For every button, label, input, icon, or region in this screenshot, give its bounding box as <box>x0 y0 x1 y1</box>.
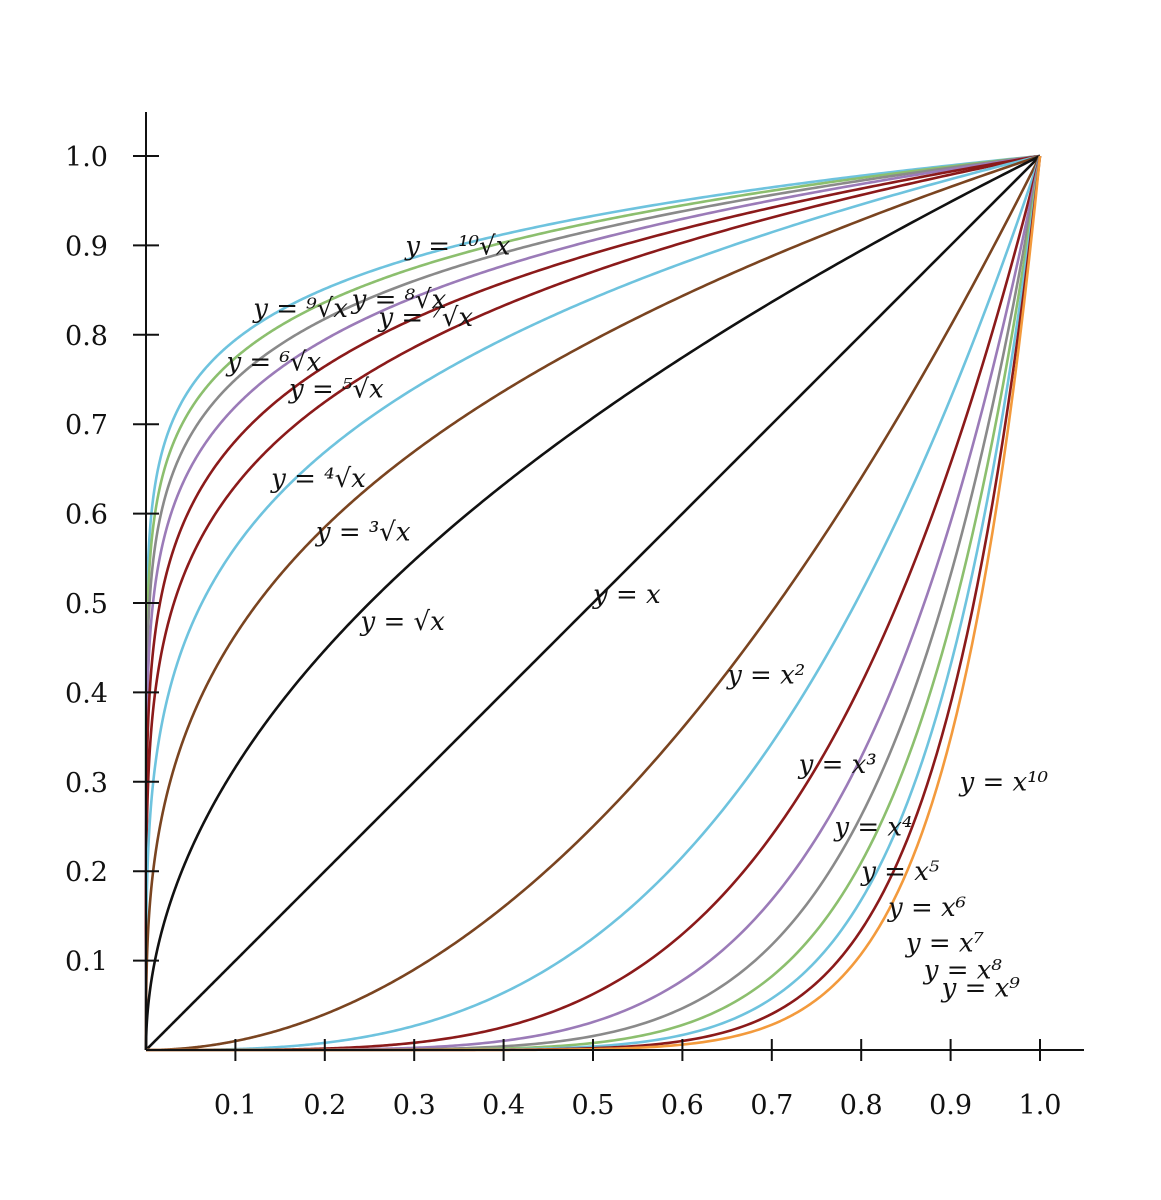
curve-label-root9: y = ⁹√x <box>252 294 348 324</box>
x-tick-label: 0.2 <box>303 1090 346 1121</box>
x-tick-label: 0.4 <box>482 1090 525 1121</box>
curve-label-pow9: y = x⁹ <box>941 973 1021 1003</box>
curve-label-pow5: y = x⁵ <box>860 857 940 887</box>
curve-root10 <box>144 154 1041 1050</box>
curve-label-pow8: y = x⁸ <box>923 955 1003 985</box>
y-tick-label: 0.9 <box>65 231 108 262</box>
x-tick-label: 0.9 <box>929 1090 972 1121</box>
y-tick-label: 0.4 <box>65 678 108 709</box>
y-tick-label: 0.6 <box>65 500 108 531</box>
x-tick-label: 1.0 <box>1019 1090 1062 1121</box>
tick-layer: 0.1 0.2 0.3 0.4 0.5 0.6 0.7 0.8 0.9 1.0 0.1 0.2 0.3 0… <box>65 142 1061 1121</box>
x-tick-label: 0.8 <box>840 1090 883 1121</box>
curve-label-root2: y = √x <box>360 607 446 637</box>
x-tick-label: 0.5 <box>572 1090 615 1121</box>
curve-label-pow4: y = x⁴ <box>833 812 912 842</box>
x-tick-label: 0.3 <box>393 1090 436 1121</box>
curve-label-pow3: y = x³ <box>798 750 877 780</box>
x-tick-label: 0.6 <box>661 1090 704 1121</box>
curve-label-pow10: y = x¹⁰ <box>959 768 1049 798</box>
curve-label-root6: y = ⁶√x <box>225 348 321 378</box>
curve-label-root3: y = ³√x <box>315 517 411 547</box>
curve-root6 <box>144 154 1041 1050</box>
y-tick-label: 0.3 <box>65 768 108 799</box>
y-tick-label: 0.8 <box>65 321 108 352</box>
curve-label-root8: y = ⁸√x <box>351 285 447 315</box>
y-tick-label: 0.2 <box>65 857 108 888</box>
curve-root8 <box>144 154 1041 1050</box>
axes <box>145 112 1084 1051</box>
curve-label-pow2: y = x² <box>726 660 805 690</box>
curve-label-linear: y = x <box>592 580 661 610</box>
x-tick-label: 0.7 <box>750 1090 793 1121</box>
y-tick-label: 1.0 <box>65 142 108 173</box>
x-tick-label: 0.1 <box>214 1090 257 1121</box>
curve-root9 <box>144 154 1041 1050</box>
y-tick-label: 0.5 <box>65 589 108 620</box>
curve-label-root4: y = ⁴√x <box>270 464 366 494</box>
curve-label-root7: y = ⁷√x <box>377 303 473 333</box>
curve-root4 <box>144 154 1041 1050</box>
curve-root3 <box>144 154 1041 1050</box>
curve-linear <box>144 155 1041 1052</box>
y-tick-label: 0.7 <box>65 410 108 441</box>
curve-root2 <box>144 154 1041 1052</box>
curve-label-pow6: y = x⁶ <box>887 893 966 923</box>
y-tick-label: 0.1 <box>65 947 108 978</box>
curve-label-pow7: y = x⁷ <box>905 929 985 959</box>
curve-label-root5: y = ⁵√x <box>288 374 384 404</box>
curve-root7 <box>144 154 1041 1050</box>
curve-root5 <box>144 154 1041 1050</box>
curve-label-root10: y = ¹⁰√x <box>404 231 510 261</box>
curve-label-layer: y = ¹⁰√xy = ⁹√x y = ⁸√xy = ⁷√xy = ⁶√xy = … <box>225 231 1048 1003</box>
